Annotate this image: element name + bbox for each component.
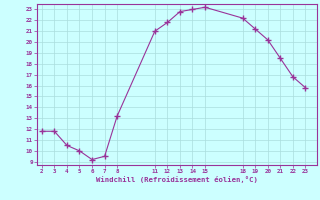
X-axis label: Windchill (Refroidissement éolien,°C): Windchill (Refroidissement éolien,°C) [96,176,258,183]
